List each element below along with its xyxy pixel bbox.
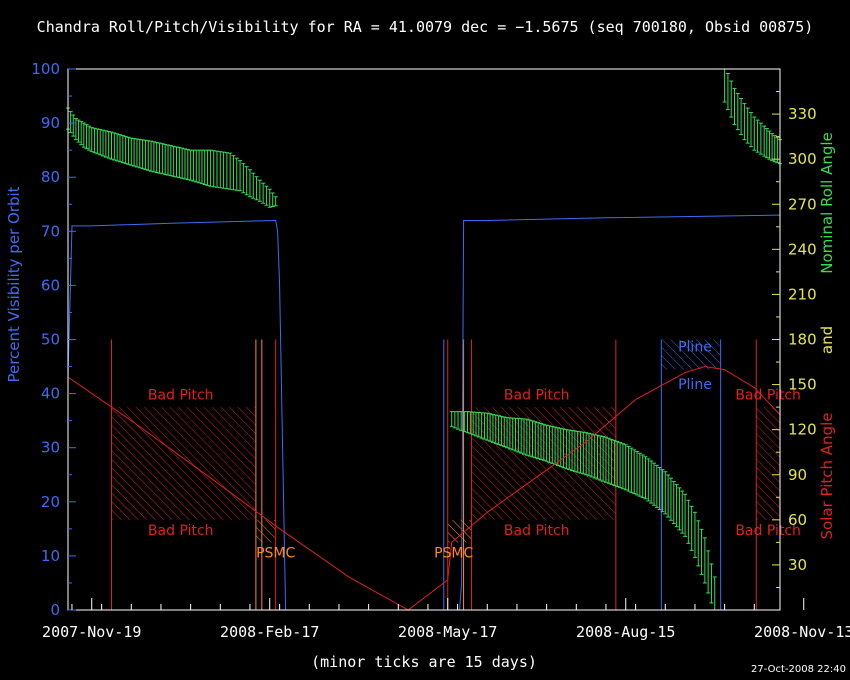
- region-label: Bad Pitch: [504, 388, 570, 404]
- right-tick-label: 240: [788, 240, 817, 258]
- left-tick-label: 50: [41, 331, 60, 349]
- right-tick-label: 30: [788, 556, 807, 574]
- x-tick-label: 2007-Nov-19: [42, 623, 141, 641]
- right-axis-label-and: and: [818, 326, 836, 354]
- left-tick-label: 60: [41, 276, 60, 294]
- left-tick-label: 0: [50, 601, 60, 619]
- right-tick-label: 210: [788, 285, 817, 303]
- region-label: Pline: [678, 377, 712, 393]
- right-axis-label-pitch: Solar Pitch Angle: [818, 413, 836, 540]
- right-tick-label: 330: [788, 105, 817, 123]
- visibility-line: [67, 214, 781, 611]
- region-label: Bad Pitch: [735, 523, 801, 539]
- region-label: Bad Pitch: [504, 523, 570, 539]
- region-pline: [661, 339, 721, 370]
- solar-pitch-line: [67, 365, 781, 611]
- left-tick-label: 100: [31, 60, 60, 78]
- x-tick-label: 2008-May-17: [398, 623, 497, 641]
- left-tick-label: 10: [41, 547, 60, 565]
- left-axis-label: Percent Visibility per Orbit: [5, 186, 23, 382]
- x-tick-label: 2008-Feb-17: [220, 623, 319, 641]
- left-tick-label: 20: [41, 493, 60, 511]
- region-psmc: [447, 519, 472, 543]
- right-tick-label: 300: [788, 150, 817, 168]
- region-label: PSMC: [256, 545, 295, 561]
- left-tick-label: 40: [41, 385, 60, 403]
- region-label: Bad Pitch: [148, 523, 214, 539]
- region-psmc: [255, 519, 276, 543]
- right-tick-label: 270: [788, 195, 817, 213]
- region-label: Bad Pitch: [148, 388, 214, 404]
- left-tick-label: 80: [41, 168, 60, 186]
- right-tick-label: 180: [788, 331, 817, 349]
- x-axis-label: (minor ticks are 15 days): [311, 653, 537, 671]
- left-tick-label: 30: [41, 439, 60, 457]
- right-tick-label: 90: [788, 466, 807, 484]
- region-label: Bad Pitch: [735, 388, 801, 404]
- left-tick-label: 70: [41, 222, 60, 240]
- left-tick-label: 90: [41, 114, 60, 132]
- chart-title: Chandra Roll/Pitch/Visibility for RA = 4…: [36, 18, 814, 36]
- region-bad-pitch: [111, 407, 256, 520]
- x-tick-label: 2008-Aug-15: [576, 623, 675, 641]
- region-label: Pline: [678, 340, 712, 356]
- region-label: PSMC: [434, 545, 473, 561]
- right-tick-label: 60: [788, 511, 807, 529]
- right-tick-label: 120: [788, 421, 817, 439]
- right-axis-label-roll: Nominal Roll Angle: [818, 132, 836, 274]
- timestamp: 27-Oct-2008 22:40: [751, 664, 846, 675]
- x-tick-label: 2008-Nov-13: [754, 623, 850, 641]
- right-tick-label: 150: [788, 376, 817, 394]
- region-bad-pitch: [756, 407, 780, 520]
